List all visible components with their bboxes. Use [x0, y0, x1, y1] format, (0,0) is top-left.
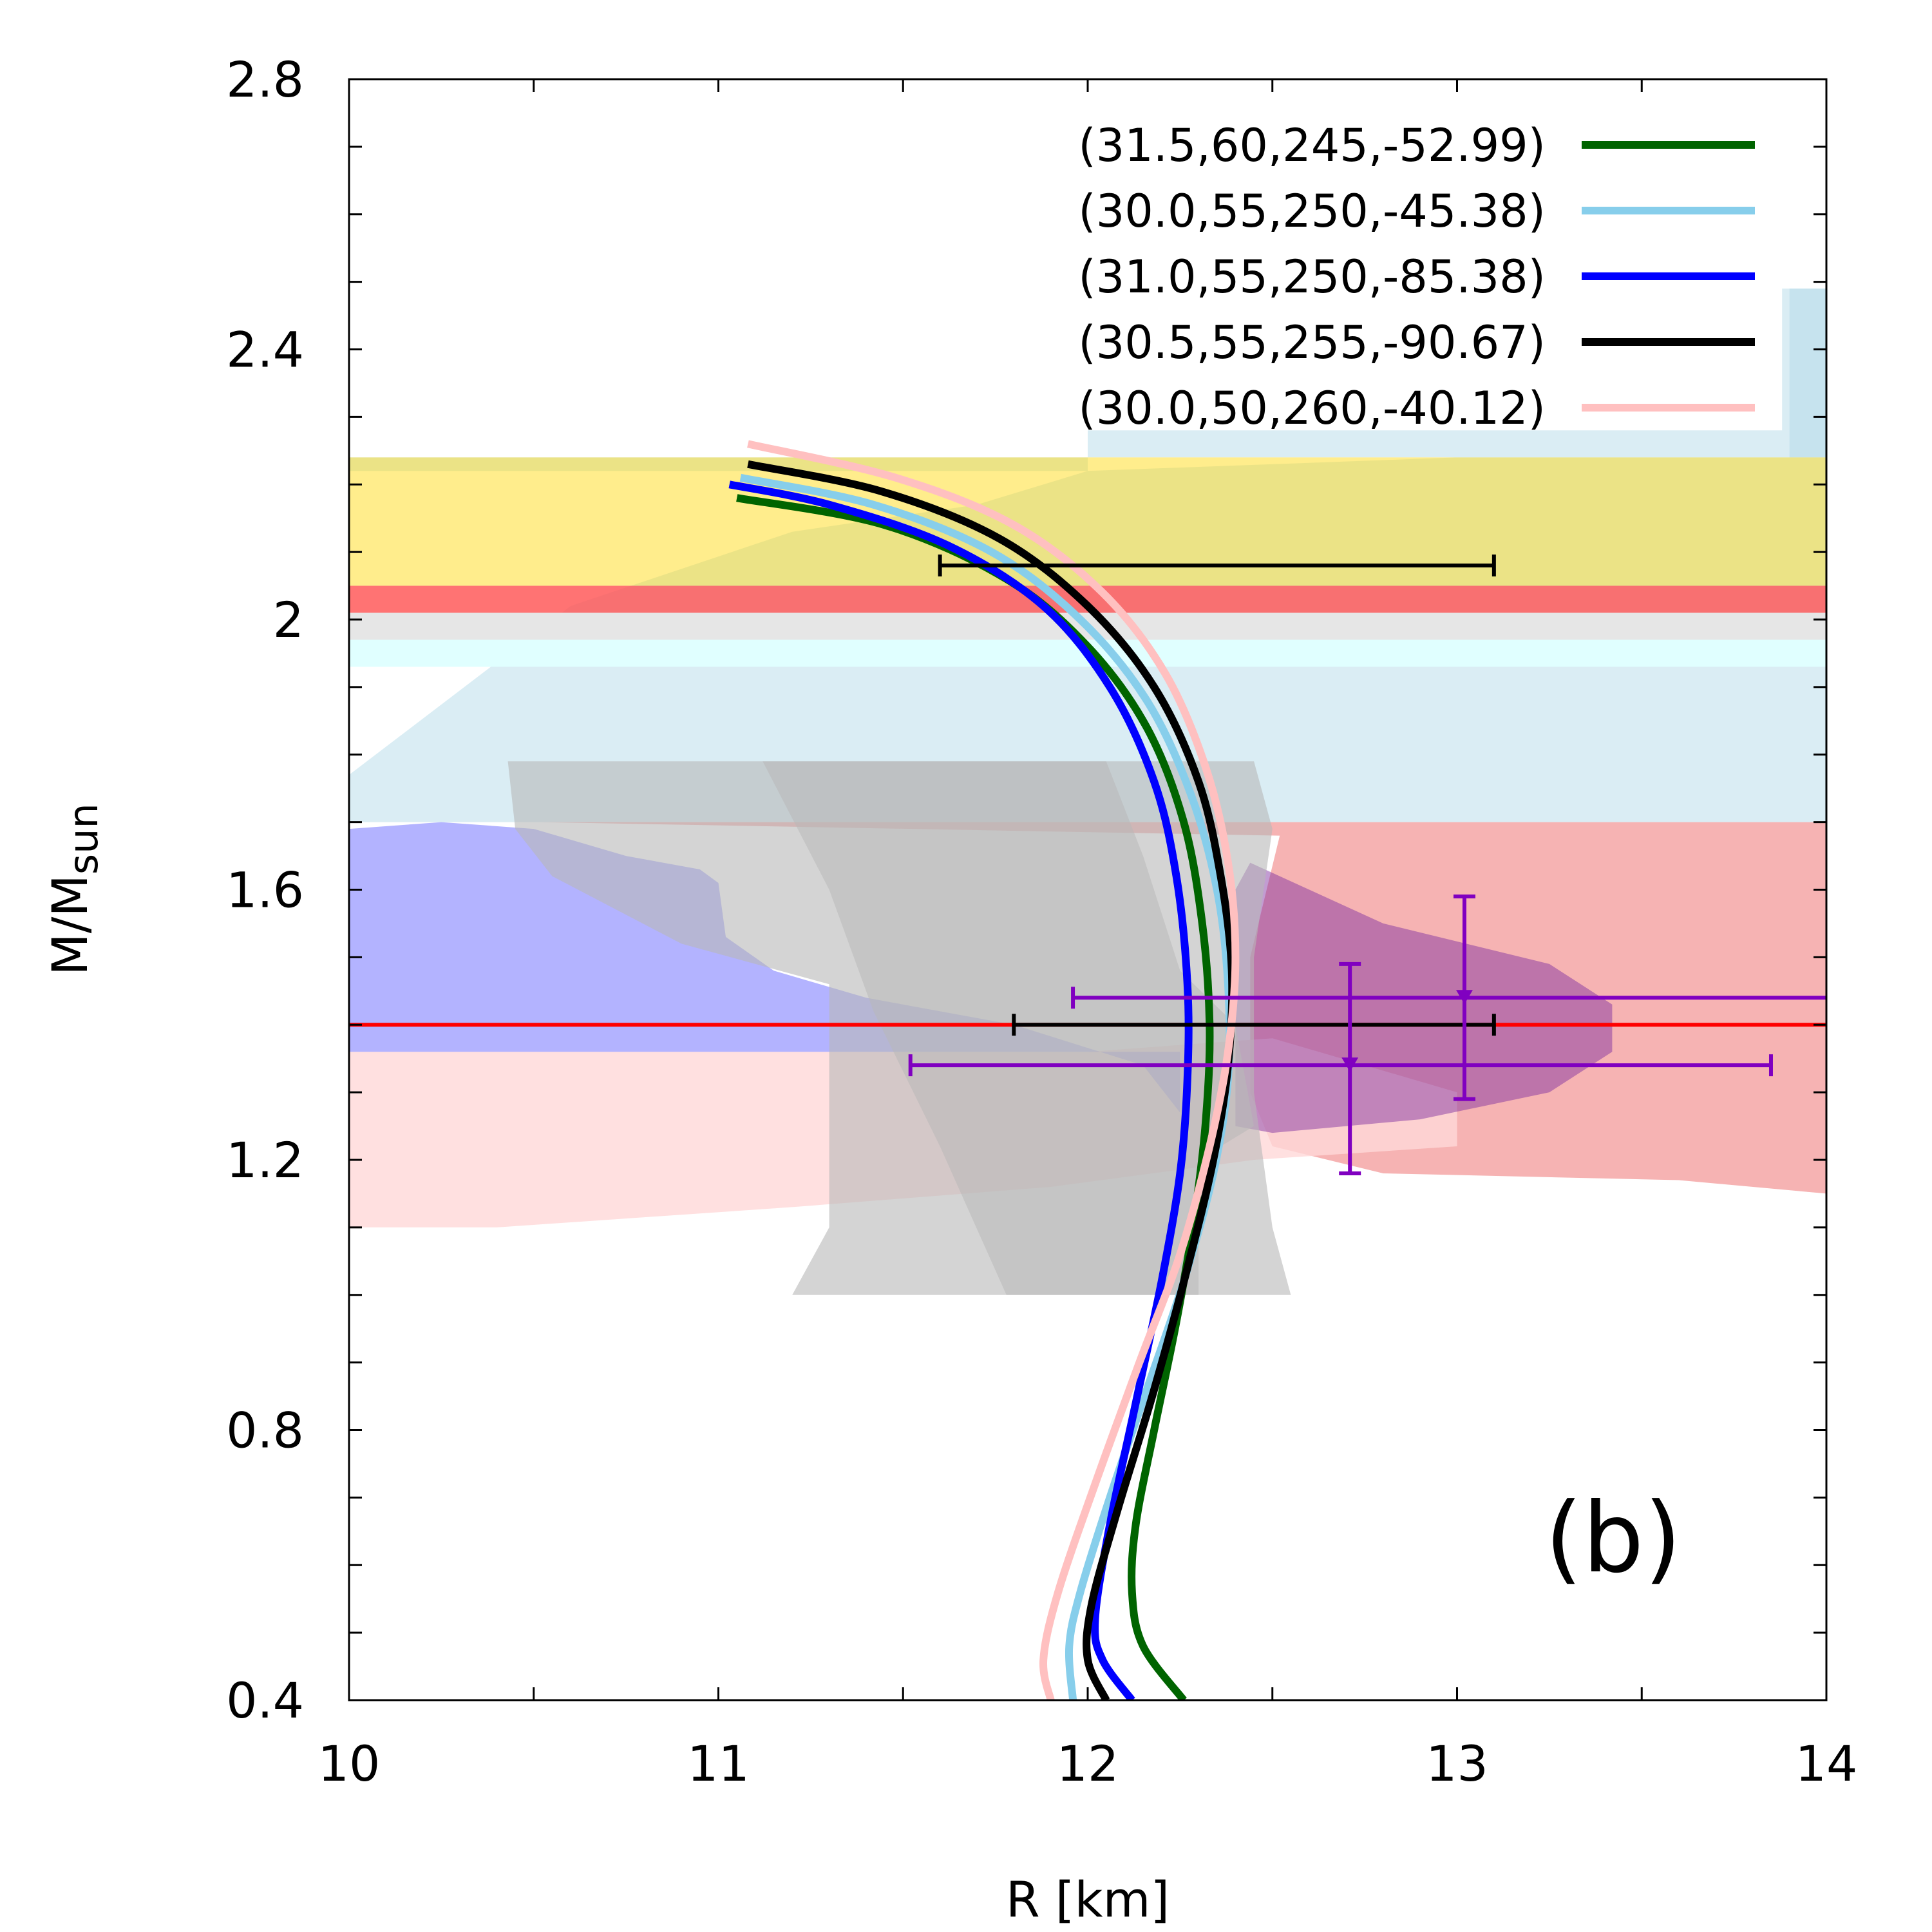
x-axis-title: R [km]: [1006, 1871, 1170, 1928]
y-tick-label: 2.8: [226, 51, 304, 108]
error-bar-marker: [1455, 990, 1473, 1005]
y-tick-label: 1.6: [226, 862, 304, 919]
mass-bands: [349, 457, 1826, 667]
legend-entry-4: (30.5,55,255,-90.67): [1078, 316, 1755, 369]
legend-entry-2: (30.0,55,250,-45.38): [1078, 185, 1755, 238]
x-tick-label: 14: [1795, 1735, 1858, 1792]
y-tick-label: 1.2: [226, 1132, 304, 1189]
constraint-region-5: [541, 822, 1826, 1194]
constraint-region-4: [1058, 289, 1826, 458]
y-tick-label: 2.4: [226, 321, 304, 379]
constraint-region-10: [762, 761, 1255, 1295]
axis-ticks: 10 11 12 13 14 0.4 0.8 1.2 1.6 2 2.4 2.8: [226, 51, 1857, 1792]
constraint-region-2: [349, 457, 1088, 471]
legend-entry-5: (30.0,50,260,-40.12): [1078, 382, 1755, 435]
series-line-5: [747, 440, 1240, 1700]
y-axis-title-main: M/M: [41, 875, 99, 976]
error-bar-1: [938, 554, 1496, 577]
error-bar-2: [1012, 1014, 1496, 1036]
legend-entry-1: (31.5,60,245,-52.99): [1078, 119, 1755, 172]
y-axis-title: M/Msun: [41, 803, 107, 976]
legend-label: (31.0,55,250,-85.38): [1078, 251, 1546, 303]
y-tick-label: 0.8: [226, 1402, 304, 1459]
legend-label: (31.5,60,245,-52.99): [1078, 119, 1546, 172]
y-axis-title-subscript: sun: [60, 803, 107, 875]
constraint-regions: [349, 289, 1826, 1295]
legend-label: (30.5,55,255,-90.67): [1078, 316, 1546, 369]
legend-label: (30.0,50,260,-40.12): [1078, 382, 1546, 435]
x-tick-label: 11: [687, 1735, 750, 1792]
error-bar-4: [908, 961, 1773, 1175]
error-bars: [908, 554, 1826, 1175]
x-tick-label: 12: [1057, 1735, 1119, 1792]
error-bar-marker: [1341, 1057, 1359, 1072]
panel-label: (b): [1545, 1482, 1681, 1595]
y-tick-label: 0.4: [226, 1672, 304, 1729]
legend: (31.5,60,245,-52.99) (30.0,55,250,-45.38)…: [1078, 119, 1755, 435]
x-tick-label: 10: [318, 1735, 381, 1792]
legend-label: (30.0,55,250,-45.38): [1078, 185, 1546, 238]
y-tick-label: 2: [273, 591, 304, 649]
legend-entry-3: (31.0,55,250,-85.38): [1078, 251, 1755, 303]
x-tick-label: 13: [1426, 1735, 1488, 1792]
